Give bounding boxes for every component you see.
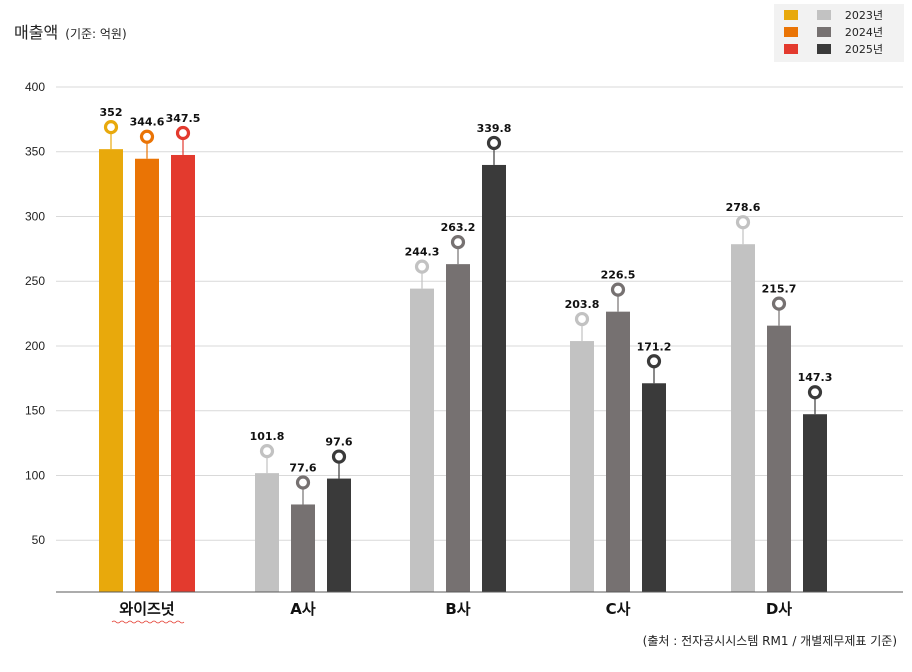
bar-marker (610, 282, 626, 297)
bar-marker (139, 129, 155, 144)
data-label: 215.7 (762, 283, 797, 296)
source-note: (출처 : 전자공시시스템 RM1 / 개별제무제표 기준) (643, 634, 897, 648)
bar-group: 203.8 226.5 171.2 (565, 269, 672, 592)
data-label: 347.5 (166, 112, 201, 125)
y-tick-label: 300 (25, 209, 45, 223)
bar (642, 383, 666, 592)
bar-marker (414, 259, 430, 274)
bar-marker (295, 475, 311, 490)
data-label: 101.8 (250, 430, 285, 443)
category-label: C사 (606, 600, 631, 618)
spellcheck-underline (111, 620, 185, 624)
bar-marker (175, 125, 191, 141)
legend-swatch-other (817, 10, 831, 20)
y-tick-label: 350 (25, 145, 45, 159)
y-tick-label: 200 (25, 339, 45, 353)
y-tick-label: 50 (32, 533, 46, 547)
bar-marker (450, 235, 466, 250)
category-label: D사 (766, 600, 792, 618)
bar-group: 352 344.6 347.5 (99, 106, 200, 592)
bar (731, 244, 755, 592)
bar-marker (735, 215, 751, 230)
data-label: 147.3 (798, 371, 833, 384)
y-tick-label: 400 (25, 80, 45, 94)
bar-marker (259, 444, 275, 459)
data-label: 77.6 (289, 461, 316, 474)
chart-unit: (기준: 억원) (65, 27, 126, 41)
y-tick-label: 100 (25, 468, 45, 482)
legend-label: 2024년 (845, 26, 883, 39)
bar (803, 414, 827, 592)
chart-title: 매출액 (기준: 억원) (14, 23, 127, 42)
bar (446, 264, 470, 592)
bar (291, 504, 315, 592)
legend: 2023년 2024년 2025년 (774, 4, 904, 62)
data-label: 226.5 (601, 269, 636, 282)
category-label: B사 (445, 600, 470, 618)
data-label: 171.2 (637, 340, 672, 353)
bar (135, 158, 159, 592)
data-label: 244.3 (405, 246, 440, 259)
category-label: 와이즈넛 (119, 600, 174, 618)
grid-lines (56, 86, 903, 541)
bar (255, 473, 279, 592)
legend-swatch-highlight (784, 27, 798, 37)
bar-marker (331, 449, 347, 464)
bar (171, 154, 195, 592)
category-labels: 와이즈넛 A사 B사 C사 D사 (111, 600, 792, 624)
y-tick-label: 250 (25, 274, 45, 288)
legend-swatch-other (817, 44, 831, 54)
legend-swatch-highlight (784, 44, 798, 54)
data-label: 339.8 (477, 122, 512, 135)
data-label: 263.2 (441, 221, 476, 234)
chart-title-main: 매출액 (14, 23, 58, 42)
data-label: 278.6 (726, 201, 761, 214)
category-label: A사 (290, 600, 316, 618)
data-label: 344.6 (130, 116, 165, 129)
bar-marker (103, 120, 119, 135)
bar (570, 341, 594, 592)
bar (767, 325, 791, 592)
data-label: 352 (100, 106, 123, 119)
data-label: 97.6 (325, 436, 352, 449)
y-axis-ticks: 400 350 300 250 200 150 100 50 (25, 80, 45, 547)
bar-marker (807, 385, 823, 400)
bar (606, 311, 630, 592)
data-label: 203.8 (565, 298, 600, 311)
bar-marker (771, 296, 787, 311)
legend-swatch-other (817, 27, 831, 37)
bar-group: 101.8 77.6 97.6 (250, 430, 353, 592)
legend-swatch-highlight (784, 10, 798, 20)
bar (99, 149, 123, 592)
y-tick-label: 150 (25, 404, 45, 418)
bar-marker (486, 135, 502, 151)
legend-label: 2023년 (845, 9, 883, 22)
bar (410, 288, 434, 592)
bar (482, 164, 506, 592)
bar-marker (646, 354, 662, 369)
bar (327, 478, 351, 592)
legend-label: 2025년 (845, 43, 883, 56)
bar-marker (574, 311, 590, 327)
bar-group: 278.6 215.7 147.3 (726, 201, 833, 592)
